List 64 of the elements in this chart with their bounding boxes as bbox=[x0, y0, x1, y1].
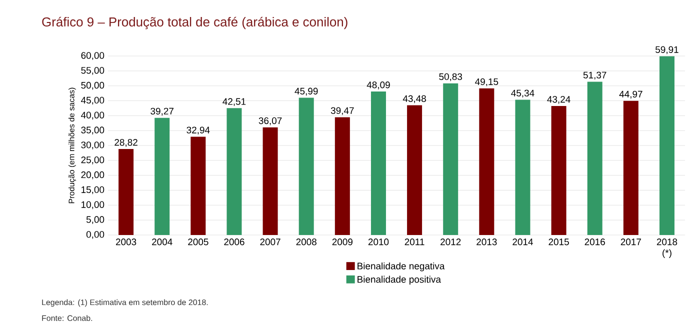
data-label: 32,94 bbox=[186, 126, 210, 135]
x-tick-label: 2013 bbox=[476, 238, 497, 246]
bar bbox=[551, 106, 566, 235]
x-tick-label: 2017 bbox=[620, 238, 641, 246]
data-label: 42,51 bbox=[222, 98, 246, 106]
bar bbox=[479, 88, 494, 235]
chart-title: Gráfico 9 – Produção total de café (arábica e conilon) bbox=[42, 16, 348, 30]
y-tick-label: 55,00 bbox=[81, 67, 104, 75]
y-tick-label: 20,00 bbox=[81, 171, 104, 180]
data-label: 43,48 bbox=[402, 95, 426, 104]
data-label: 49,15 bbox=[475, 78, 498, 86]
bar bbox=[587, 82, 602, 235]
bar bbox=[262, 127, 278, 235]
y-tick-label: 35,00 bbox=[81, 126, 104, 135]
bar bbox=[443, 83, 458, 235]
y-tick-label: 0,00 bbox=[86, 231, 104, 239]
x-tick-label: 2014 bbox=[512, 238, 533, 246]
bar bbox=[298, 98, 314, 235]
x-tick-label: 2004 bbox=[152, 238, 172, 246]
legend-label: Bienalidade positiva bbox=[358, 276, 441, 285]
x-tick-label: 2012 bbox=[440, 238, 461, 246]
x-tick-label: 2018 (*) bbox=[656, 238, 678, 258]
y-tick-label: 50,00 bbox=[81, 82, 104, 90]
x-tick-label: 2006 bbox=[224, 238, 244, 246]
x-tick-label: 2010 bbox=[368, 238, 389, 246]
bar bbox=[118, 149, 134, 235]
bar bbox=[515, 100, 530, 235]
x-tick-label: 2003 bbox=[116, 238, 136, 246]
bar bbox=[190, 136, 206, 235]
y-tick-label: 60,00 bbox=[81, 52, 104, 60]
bar bbox=[623, 100, 638, 235]
x-tick-label: 2009 bbox=[332, 238, 352, 246]
y-tick-label: 10,00 bbox=[82, 201, 104, 210]
data-label: 50,83 bbox=[439, 73, 462, 82]
data-label: 59,91 bbox=[656, 46, 678, 54]
data-label: 44,97 bbox=[619, 90, 642, 99]
bar bbox=[370, 92, 386, 235]
y-tick-label: 15,00 bbox=[82, 186, 104, 194]
y-tick-label: 40,00 bbox=[81, 112, 104, 120]
x-tick-label: 2008 bbox=[296, 238, 316, 246]
x-tick-label: 2015 bbox=[548, 238, 569, 246]
bar bbox=[154, 118, 170, 235]
x-tick-label: 2016 bbox=[584, 238, 605, 246]
y-tick-label: 5,00 bbox=[86, 216, 104, 224]
data-label: 48,09 bbox=[366, 82, 390, 90]
y-tick-label: 45,00 bbox=[81, 96, 104, 105]
bar bbox=[659, 56, 674, 235]
y-tick-label: 25,00 bbox=[81, 156, 104, 164]
bar bbox=[407, 105, 422, 235]
x-tick-label: 2007 bbox=[260, 238, 280, 246]
data-label: 36,07 bbox=[258, 117, 282, 126]
legend-label: Bienalidade negativa bbox=[358, 262, 445, 272]
data-label: 39,47 bbox=[330, 107, 354, 116]
y-tick-label: 30,00 bbox=[81, 142, 104, 150]
bar bbox=[334, 117, 350, 235]
x-tick-label: 2011 bbox=[404, 238, 424, 246]
data-label: 43,24 bbox=[547, 96, 570, 104]
bar bbox=[226, 108, 242, 235]
data-label: 28,82 bbox=[114, 139, 138, 147]
data-label: 45,34 bbox=[511, 90, 534, 98]
data-label: 51,37 bbox=[583, 72, 606, 80]
x-tick-label: 2005 bbox=[188, 238, 208, 246]
data-label: 39,27 bbox=[150, 108, 174, 116]
data-label: 45,99 bbox=[294, 88, 318, 96]
